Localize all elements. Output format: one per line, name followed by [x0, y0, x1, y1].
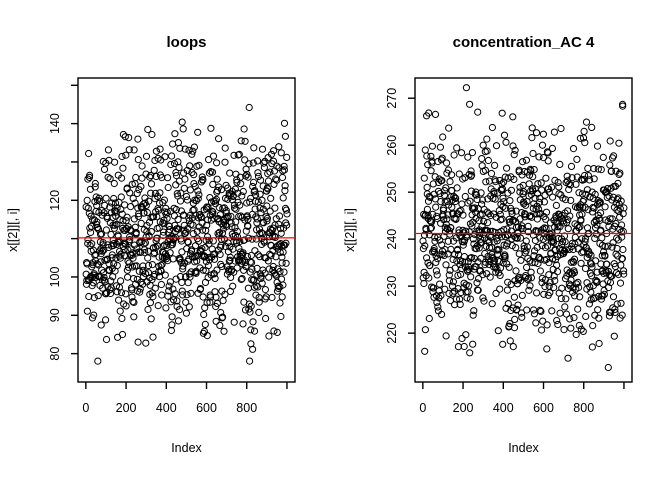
x-tick-label: 400 [156, 401, 177, 415]
plot-box [414, 77, 633, 383]
y-tick-label: 80 [48, 347, 62, 361]
x-axis: 0 200 400 600 800 [419, 382, 625, 415]
plot-title: loops [167, 34, 207, 51]
plot-panel-concentration-ac4: 270 260 250 240 230 220 0 200 400 600 800 concentra… [337, 0, 672, 480]
x-tick-label: 200 [116, 401, 137, 415]
x-tick-label: 0 [82, 401, 89, 415]
y-axis: 270 260 250 240 230 220 [385, 88, 415, 344]
x-axis-label: Index [171, 441, 202, 455]
x-tick-label: 800 [236, 401, 257, 415]
x-tick-label: 400 [493, 401, 514, 415]
y-tick-label: 270 [385, 88, 399, 109]
x-tick-label: 600 [533, 401, 554, 415]
plot-title: concentration_AC 4 [453, 34, 595, 51]
plot-box [77, 77, 296, 383]
x-tick-label: 600 [196, 401, 217, 415]
y-tick-label: 240 [385, 229, 399, 250]
y-tick-label: 90 [48, 308, 62, 322]
x-axis-label: Index [508, 441, 539, 455]
scatter-points [82, 103, 291, 365]
y-tick-label: 230 [385, 276, 399, 297]
y-axis-label: x[[2]][, i] [6, 208, 20, 252]
y-tick-label: 220 [385, 323, 399, 344]
y-tick-label: 100 [48, 266, 62, 287]
scatter-plot-svg: 270 260 250 240 230 220 0 200 400 600 800 concentra… [343, 34, 633, 455]
y-tick-label: 250 [385, 182, 399, 203]
x-tick-label: 800 [573, 401, 594, 415]
y-tick-label: 260 [385, 135, 399, 156]
x-tick-label: 0 [419, 401, 426, 415]
scatter-points [419, 84, 628, 372]
y-axis-label: x[[2]][, i] [343, 208, 357, 252]
plot-panel-loops: 140 120 100 90 80 0 200 400 600 800 loops Index x[[2… [6, 34, 296, 455]
y-tick-label: 120 [48, 190, 62, 211]
x-axis: 0 200 400 600 800 [82, 382, 288, 415]
y-tick-label: 140 [48, 113, 62, 134]
y-axis: 140 120 100 90 80 [48, 84, 78, 361]
x-tick-label: 200 [453, 401, 474, 415]
